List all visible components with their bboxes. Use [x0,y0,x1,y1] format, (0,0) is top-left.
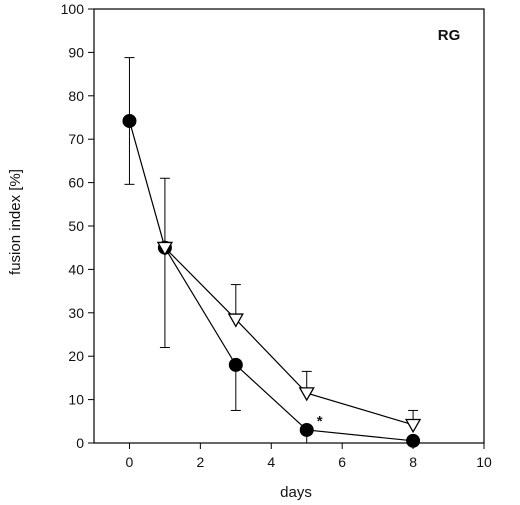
x-tick-label: 8 [409,454,417,470]
y-tick-label: 40 [68,261,84,277]
x-tick-label: 6 [338,454,346,470]
y-tick-label: 70 [68,131,84,147]
y-tick-label: 80 [68,88,84,104]
x-tick-label: 10 [476,454,492,470]
data-point-triangle [227,313,244,328]
data-point-triangle [298,387,315,402]
data-markers [122,113,422,448]
data-point-triangle [404,418,422,434]
x-axis-title: days [280,484,312,501]
x-tick-label: 0 [126,454,134,470]
plot-frame [93,8,485,444]
y-tick-label: 0 [76,435,84,451]
y-tick-label: 60 [68,175,84,191]
y-axis-title: fusion index [%] [7,169,24,275]
labels: RG days fusion index [%] * [7,27,460,501]
y-tick-label: 10 [68,392,84,408]
data-point-circle [122,113,137,128]
y-tick-label: 100 [61,1,85,17]
y-tick-label: 20 [68,348,84,364]
axes: 0 10 20 30 40 50 60 70 80 90 100 0 2 4 6 8 10 [61,1,492,470]
series-line-1 [128,120,414,442]
significance-asterisk: * [317,413,323,430]
x-tick-label: 4 [267,454,275,470]
y-tick-label: 50 [68,218,84,234]
series-line-2 [164,247,414,426]
y-tick-label: 90 [68,44,84,60]
data-point-triangle [156,241,174,257]
x-tick-label: 2 [196,454,204,470]
data-point-circle [299,422,314,437]
error-bars [124,57,419,444]
series-lines [128,120,414,442]
y-tick-label: 30 [68,305,84,321]
panel-label: RG [438,27,461,44]
data-point-circle [406,433,421,448]
data-point-circle [228,357,243,372]
